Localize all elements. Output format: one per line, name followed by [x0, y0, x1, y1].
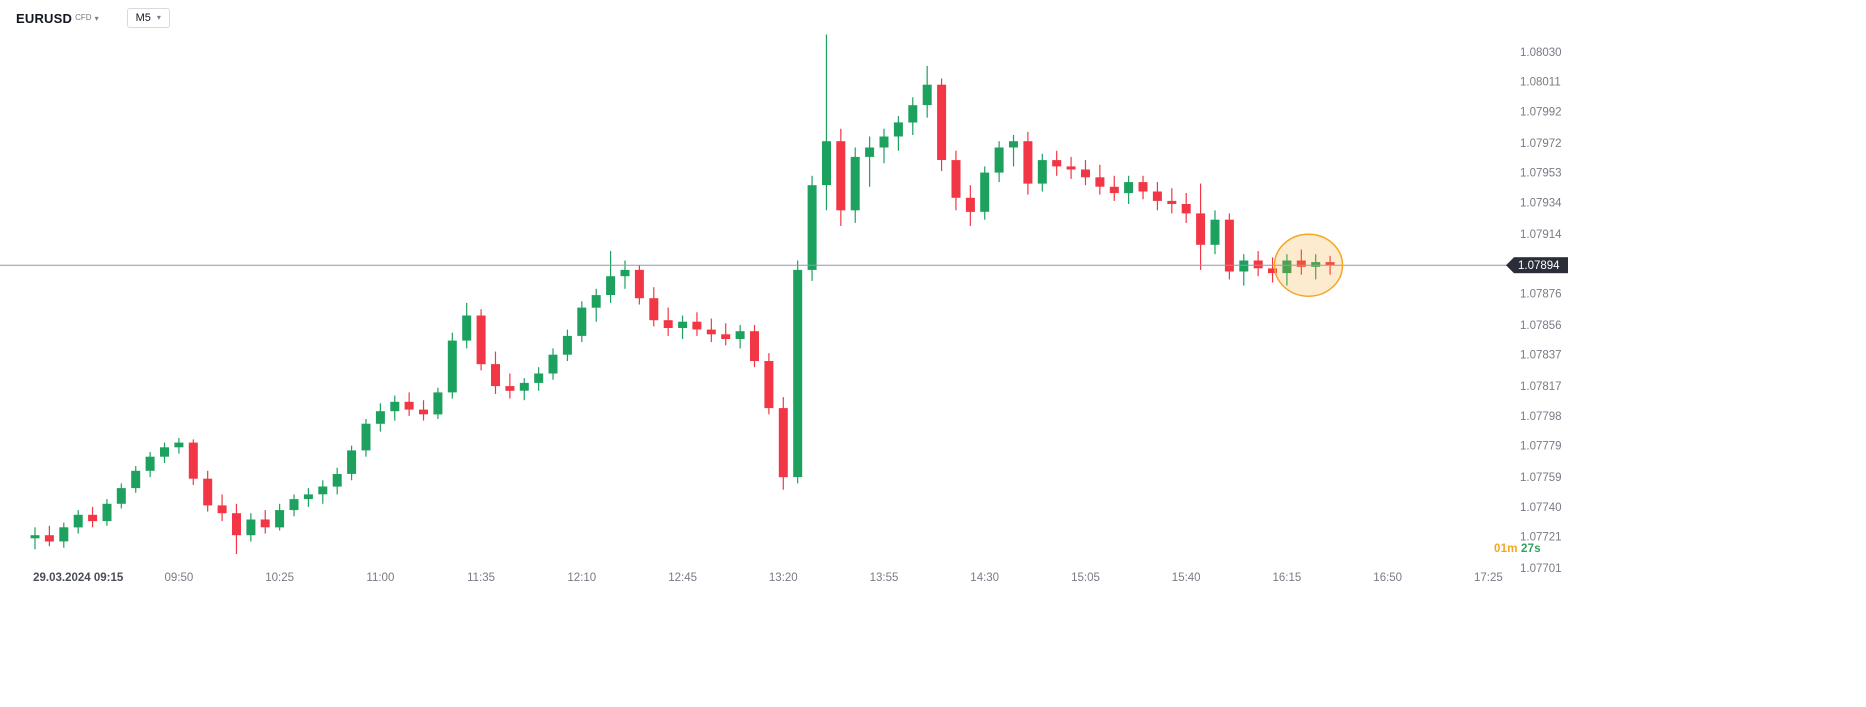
- svg-text:11:00: 11:00: [366, 572, 394, 584]
- svg-text:1.07721: 1.07721: [1520, 532, 1562, 544]
- svg-text:29.03.2024 09:15: 29.03.2024 09:15: [33, 572, 124, 584]
- svg-text:11:35: 11:35: [467, 572, 495, 584]
- current-price-badge: 1.07894: [1506, 257, 1568, 274]
- svg-text:1.07817: 1.07817: [1520, 381, 1562, 393]
- svg-text:1.07934: 1.07934: [1520, 198, 1562, 210]
- svg-text:12:10: 12:10: [567, 572, 596, 584]
- symbol-name: EURUSD: [16, 10, 73, 26]
- svg-text:1.07759: 1.07759: [1520, 472, 1562, 484]
- countdown-seconds: 27s: [1521, 543, 1541, 555]
- svg-text:1.07856: 1.07856: [1520, 320, 1562, 332]
- svg-text:1.07876: 1.07876: [1520, 289, 1562, 301]
- svg-text:1.07914: 1.07914: [1520, 229, 1562, 241]
- chevron-down-icon: ▾: [156, 13, 161, 22]
- symbol-selector[interactable]: EURUSD CFD ▾: [16, 11, 99, 26]
- svg-text:1.07894: 1.07894: [1518, 260, 1560, 272]
- svg-text:1.08030: 1.08030: [1520, 47, 1562, 59]
- svg-text:1.07972: 1.07972: [1520, 138, 1562, 150]
- highlight-circle[interactable]: [1273, 233, 1344, 297]
- svg-text:13:20: 13:20: [769, 572, 798, 584]
- countdown-minutes: 01m: [1494, 543, 1518, 555]
- svg-text:1.07701: 1.07701: [1520, 563, 1562, 575]
- bar-close-countdown: 01m 27s: [1494, 543, 1541, 555]
- svg-text:12:45: 12:45: [668, 572, 697, 584]
- svg-text:1.08011: 1.08011: [1520, 77, 1561, 89]
- svg-text:1.07798: 1.07798: [1520, 411, 1562, 423]
- timeframe-selector[interactable]: M5 ▾: [126, 8, 170, 28]
- svg-text:16:15: 16:15: [1273, 572, 1302, 584]
- svg-text:1.07992: 1.07992: [1520, 106, 1562, 118]
- svg-text:1.07837: 1.07837: [1520, 350, 1562, 362]
- svg-text:16:50: 16:50: [1373, 572, 1402, 584]
- svg-text:09:50: 09:50: [165, 572, 194, 584]
- chart-toolbar: EURUSD CFD ▾ M5 ▾: [16, 8, 170, 28]
- market-type-label: CFD: [75, 12, 92, 22]
- timeframe-label: M5: [135, 12, 151, 24]
- candles-layer: [30, 34, 1335, 554]
- svg-text:1.07779: 1.07779: [1520, 441, 1562, 453]
- svg-text:1.07953: 1.07953: [1520, 168, 1562, 180]
- svg-text:13:55: 13:55: [870, 572, 899, 584]
- svg-text:15:05: 15:05: [1071, 572, 1100, 584]
- price-axis[interactable]: 1.08030 1.08011 1.07992 1.07972 1.07953 1.079…: [1520, 47, 1562, 575]
- time-axis[interactable]: 29.03.2024 09:15 09:50 10:25 11:00 11:35 12:1…: [33, 572, 1503, 584]
- svg-text:17:25: 17:25: [1474, 572, 1503, 584]
- svg-text:15:40: 15:40: [1172, 572, 1201, 584]
- chevron-down-icon: ▾: [94, 13, 99, 23]
- svg-text:14:30: 14:30: [970, 572, 999, 584]
- svg-text:10:25: 10:25: [265, 572, 294, 584]
- svg-text:1.07740: 1.07740: [1520, 502, 1562, 514]
